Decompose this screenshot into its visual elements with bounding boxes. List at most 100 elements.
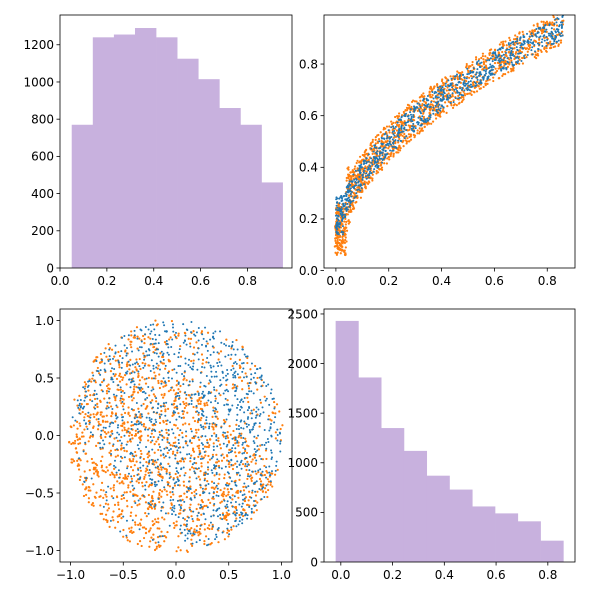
- scatter-point-orange: [397, 125, 400, 128]
- scatter-point-blue: [162, 377, 165, 380]
- scatter-point-orange: [142, 457, 145, 461]
- scatter-point-blue: [152, 411, 155, 414]
- scatter-point-orange: [204, 454, 207, 457]
- scatter-point-orange: [336, 245, 339, 248]
- scatter-point-orange: [119, 375, 123, 378]
- scatter-point-orange: [279, 427, 282, 431]
- scatter-point-orange: [193, 494, 196, 497]
- scatter-point-blue: [436, 96, 439, 99]
- scatter-point-blue: [378, 152, 381, 155]
- scatter-point-blue: [199, 371, 202, 374]
- scatter-point-orange: [118, 374, 121, 377]
- scatter-point-orange: [138, 337, 141, 340]
- scatter-point-blue: [188, 487, 191, 490]
- scatter-point-blue: [526, 53, 529, 56]
- scatter-point-orange: [238, 358, 241, 361]
- scatter-point-orange: [103, 431, 107, 434]
- scatter-point-blue: [121, 361, 124, 364]
- scatter-point-blue: [397, 132, 400, 135]
- scatter-point-orange: [267, 480, 271, 483]
- scatter-point-blue: [243, 451, 246, 454]
- scatter-point-orange: [468, 92, 471, 95]
- scatter-point-blue: [224, 505, 227, 508]
- scatter-point-blue: [240, 505, 243, 508]
- scatter-point-blue: [491, 55, 494, 58]
- scatter-point-blue: [361, 176, 364, 179]
- scatter-point-orange: [109, 449, 113, 452]
- scatter-point-orange: [406, 137, 409, 140]
- scatter-point-blue: [514, 40, 517, 43]
- scatter-point-blue: [520, 60, 523, 63]
- scatter-point-blue: [131, 480, 134, 483]
- scatter-point-blue: [219, 513, 222, 516]
- scatter-point-orange: [177, 388, 180, 391]
- scatter-point-orange: [147, 439, 150, 442]
- scatter-point-blue: [248, 390, 251, 393]
- scatter-point-orange: [157, 517, 160, 520]
- scatter-point-blue: [477, 74, 480, 77]
- scatter-point-blue: [254, 381, 257, 384]
- scatter-point-orange: [247, 473, 250, 476]
- scatter-point-blue: [123, 335, 126, 338]
- scatter-point-blue: [242, 436, 245, 439]
- scatter-point-orange: [84, 479, 88, 482]
- scatter-point-orange: [364, 165, 367, 168]
- scatter-point-orange: [374, 142, 377, 145]
- scatter-point-blue: [246, 417, 249, 420]
- scatter-point-orange: [163, 341, 167, 344]
- scatter-point-blue: [159, 463, 162, 466]
- scatter-point-orange: [231, 494, 234, 497]
- scatter-point-orange: [100, 436, 103, 440]
- scatter-point-blue: [462, 94, 465, 97]
- scatter-point-blue: [394, 125, 397, 128]
- scatter-point-orange: [169, 336, 172, 339]
- scatter-point-blue: [212, 365, 215, 368]
- scatter-point-orange: [212, 406, 215, 409]
- scatter-point-blue: [371, 163, 374, 166]
- scatter-point-orange: [152, 460, 155, 463]
- scatter-point-blue: [216, 458, 219, 461]
- scatter-point-orange: [101, 469, 104, 472]
- scatter-point-blue: [233, 495, 236, 498]
- scatter-point-blue: [475, 62, 478, 65]
- scatter-point-orange: [244, 449, 247, 453]
- scatter-point-blue: [207, 361, 210, 364]
- y-tick-label: 0: [310, 555, 318, 569]
- scatter-point-blue: [336, 231, 339, 234]
- scatter-point-blue: [353, 196, 356, 199]
- scatter-point-blue: [182, 517, 185, 520]
- scatter-point-blue: [130, 408, 133, 411]
- scatter-point-blue: [262, 411, 265, 414]
- scatter-point-orange: [357, 174, 360, 177]
- scatter-point-blue: [148, 416, 151, 419]
- scatter-point-orange: [405, 142, 408, 145]
- scatter-point-orange: [374, 135, 377, 139]
- scatter-point-blue: [239, 420, 242, 423]
- scatter-point-orange: [163, 436, 166, 439]
- scatter-point-blue: [243, 493, 246, 496]
- scatter-point-blue: [74, 419, 77, 422]
- scatter-point-orange: [251, 491, 254, 494]
- scatter-point-orange: [192, 405, 195, 409]
- histogram-bar: [198, 79, 220, 268]
- scatter-point-orange: [345, 229, 349, 232]
- scatter-point-blue: [153, 428, 156, 431]
- scatter-point-orange: [137, 375, 140, 379]
- scatter-point-blue: [125, 443, 128, 446]
- scatter-point-orange: [421, 104, 424, 107]
- scatter-point-blue: [139, 477, 142, 480]
- scatter-point-blue: [196, 514, 199, 517]
- scatter-point-blue: [502, 53, 505, 56]
- scatter-point-blue: [79, 398, 82, 401]
- scatter-point-orange: [126, 421, 129, 424]
- scatter-point-blue: [115, 436, 118, 439]
- scatter-point-blue: [133, 371, 136, 374]
- scatter-point-orange: [470, 93, 473, 96]
- scatter-point-blue: [173, 504, 176, 507]
- scatter-point-orange: [148, 454, 151, 457]
- scatter-point-blue: [178, 415, 181, 418]
- scatter-point-orange: [362, 153, 365, 157]
- scatter-point-orange: [188, 394, 191, 397]
- scatter-point-orange: [207, 498, 210, 501]
- scatter-point-blue: [241, 362, 244, 365]
